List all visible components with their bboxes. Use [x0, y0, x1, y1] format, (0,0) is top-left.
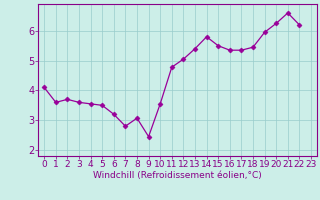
X-axis label: Windchill (Refroidissement éolien,°C): Windchill (Refroidissement éolien,°C) — [93, 171, 262, 180]
